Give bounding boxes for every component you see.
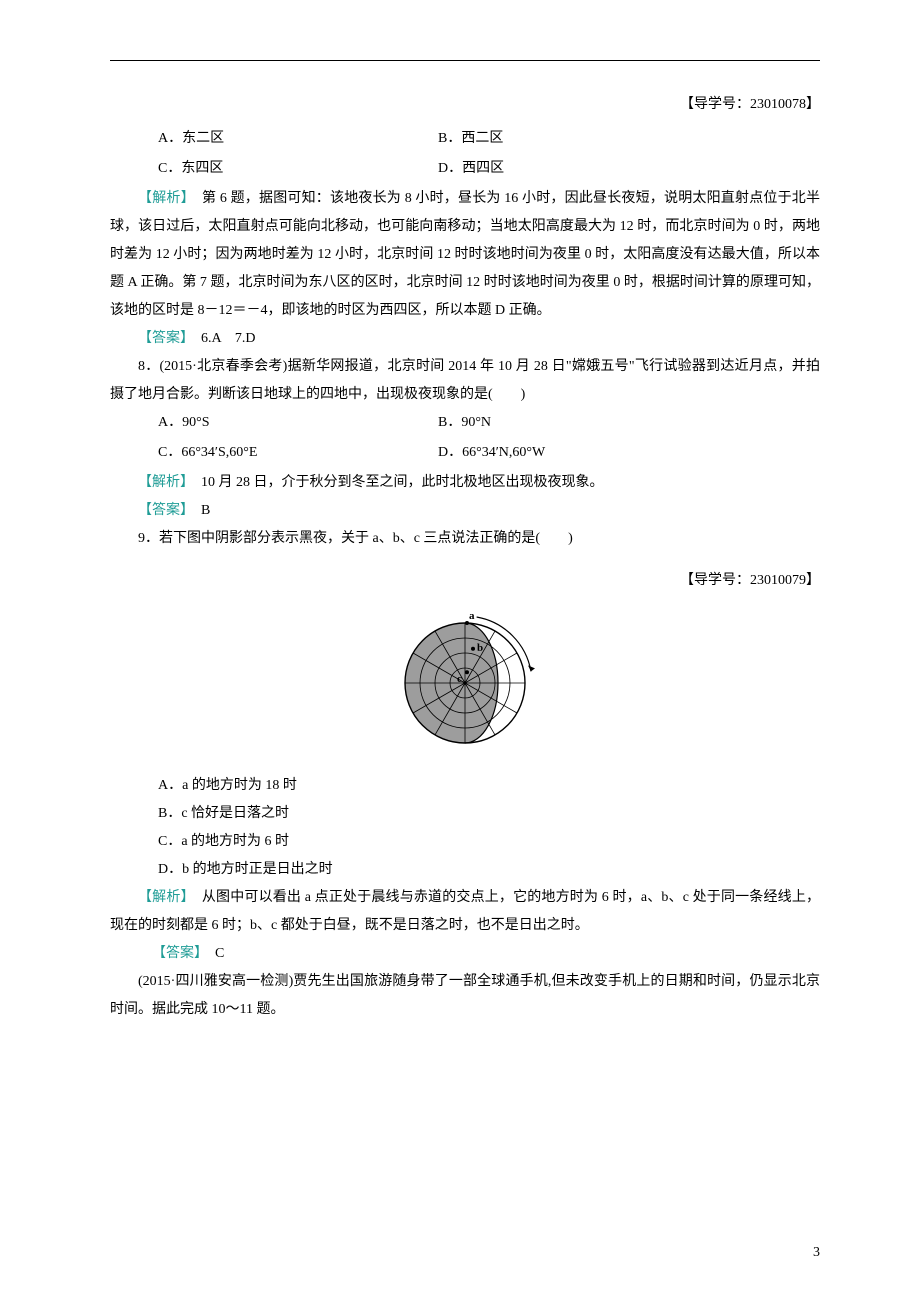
answer-label: 【答案】: [138, 503, 187, 518]
ref-number-1: 【导学号：23010078】: [110, 91, 820, 119]
q8-answer-text: B: [187, 503, 210, 518]
q8-option-b: B．90°N: [438, 409, 820, 437]
analysis-label: 【解析】: [138, 475, 187, 490]
q67-answer: 【答案】 6.A 7.D: [110, 325, 820, 353]
q67-option-a: A．东二区: [158, 125, 438, 153]
q67-option-d: D．西四区: [438, 155, 820, 183]
ref-number-2: 【导学号：23010079】: [110, 567, 820, 595]
q67-option-c: C．东四区: [158, 155, 438, 183]
polar-diagram-svg: a b c: [385, 603, 545, 753]
q8-stem: 8．(2015·北京春季会考)据新华网报道，北京时间 2014 年 10 月 2…: [110, 353, 820, 409]
q67-option-b: B．西二区: [438, 125, 820, 153]
answer-label: 【答案】: [152, 946, 201, 961]
top-rule: [110, 60, 820, 61]
q9-option-b: B．c 恰好是日落之时: [110, 800, 820, 828]
svg-text:c: c: [457, 673, 462, 685]
q67-analysis-text: 第 6 题，据图可知：该地夜长为 8 小时，昼长为 16 小时，因此昼长夜短，说…: [110, 191, 820, 318]
q9-answer: 【答案】 C: [110, 940, 820, 968]
q9-option-a: A．a 的地方时为 18 时: [110, 772, 820, 800]
q9-stem: 9．若下图中阴影部分表示黑夜，关于 a、b、c 三点说法正确的是( ): [110, 525, 820, 553]
q8-option-d: D．66°34′N,60°W: [438, 439, 820, 467]
q67-analysis: 【解析】 第 6 题，据图可知：该地夜长为 8 小时，昼长为 16 小时，因此昼…: [110, 185, 820, 325]
q9-diagram: a b c: [110, 603, 820, 764]
analysis-label: 【解析】: [138, 890, 188, 905]
q8-option-c: C．66°34′S,60°E: [158, 439, 438, 467]
q9-answer-text: C: [201, 946, 224, 961]
q8-analysis-text: 10 月 28 日，介于秋分到冬至之间，此时北极地区出现极夜现象。: [187, 475, 604, 490]
q8-analysis: 【解析】 10 月 28 日，介于秋分到冬至之间，此时北极地区出现极夜现象。: [110, 469, 820, 497]
analysis-label: 【解析】: [138, 191, 188, 206]
q8-option-a: A．90°S: [158, 409, 438, 437]
q8-options-row2: C．66°34′S,60°E D．66°34′N,60°W: [110, 439, 820, 467]
q67-options-row1: A．东二区 B．西二区: [110, 125, 820, 153]
q8-options-row1: A．90°S B．90°N: [110, 409, 820, 437]
q9-analysis: 【解析】 从图中可以看出 a 点正处于晨线与赤道的交点上，它的地方时为 6 时，…: [110, 884, 820, 940]
svg-text:b: b: [477, 642, 483, 654]
page-container: 【导学号：23010078】 A．东二区 B．西二区 C．东四区 D．西四区 【…: [0, 0, 920, 1302]
q67-options-row2: C．东四区 D．西四区: [110, 155, 820, 183]
q8-answer: 【答案】 B: [110, 497, 820, 525]
page-number: 3: [813, 1239, 820, 1267]
q67-answer-text: 6.A 7.D: [187, 331, 255, 346]
svg-text:a: a: [469, 610, 475, 622]
answer-label: 【答案】: [138, 331, 187, 346]
q9-analysis-text: 从图中可以看出 a 点正处于晨线与赤道的交点上，它的地方时为 6 时，a、b、c…: [110, 890, 820, 933]
q9-option-d: D．b 的地方时正是日出之时: [110, 856, 820, 884]
q1011-stem: (2015·四川雅安高一检测)贾先生出国旅游随身带了一部全球通手机,但未改变手机…: [110, 968, 820, 1024]
q9-option-c: C．a 的地方时为 6 时: [110, 828, 820, 856]
